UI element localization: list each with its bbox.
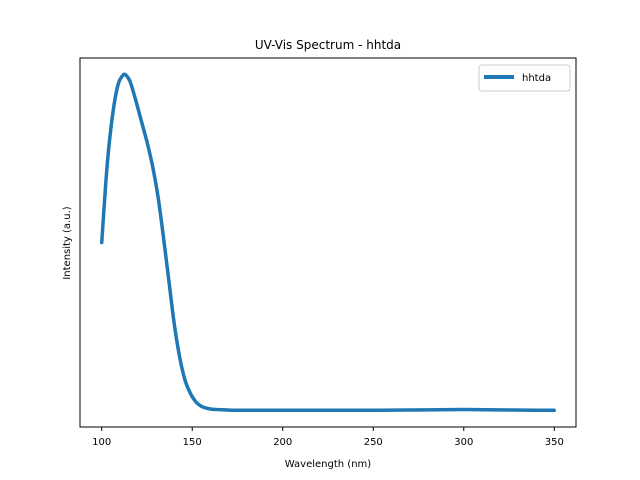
x-tick-label-250: 250 bbox=[364, 437, 383, 448]
series-line-hhtda bbox=[99, 72, 557, 413]
legend-box bbox=[478, 64, 571, 92]
x-tick-label-150: 150 bbox=[183, 437, 202, 448]
x-tick-label-100: 100 bbox=[92, 437, 111, 448]
x-axis-label: Wavelength (nm) bbox=[285, 459, 371, 470]
plot-area bbox=[99, 72, 557, 413]
x-tick-label-350: 350 bbox=[545, 437, 564, 448]
x-tick-label-200: 200 bbox=[273, 437, 292, 448]
x-tick-label-300: 300 bbox=[454, 437, 473, 448]
x-axis-ticks: 100 150 200 250 300 350 bbox=[92, 427, 564, 448]
chart-title: UV-Vis Spectrum - hhtda bbox=[255, 38, 401, 52]
axes-frame bbox=[79, 57, 577, 428]
legend-label-hhtda: hhtda bbox=[522, 73, 551, 84]
y-axis-label: Intensity (a.u.) bbox=[62, 206, 73, 279]
legend: hhtda bbox=[478, 64, 571, 92]
